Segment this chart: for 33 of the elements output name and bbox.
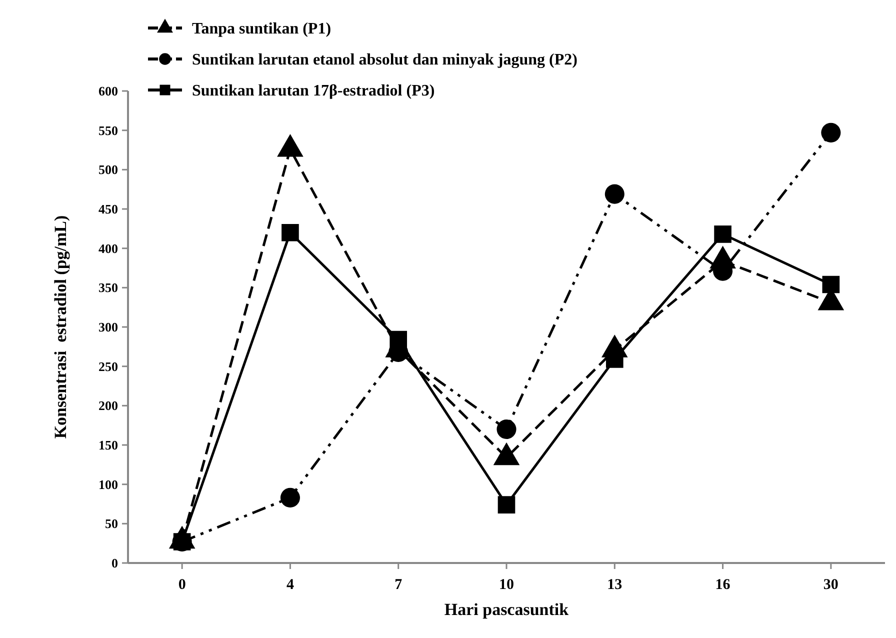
- point: [280, 488, 300, 508]
- y-tick-label: 600: [98, 84, 118, 99]
- point: [496, 420, 516, 440]
- x-tick-label: 10: [499, 577, 514, 593]
- point: [714, 226, 732, 243]
- x-axis-title: Hari pascasuntik: [444, 600, 570, 619]
- x-tick-label: 16: [715, 577, 731, 593]
- legend-label: Suntikan larutan etanol absolut dan minyak jagung (P2): [192, 52, 578, 69]
- y-tick-label: 0: [112, 556, 118, 571]
- point: [498, 496, 516, 514]
- y-tick-label: 100: [98, 476, 118, 492]
- y-tick-label: 250: [98, 358, 118, 374]
- y-tick-label: 500: [98, 162, 118, 178]
- y-tick-label: 450: [98, 202, 118, 217]
- point: [821, 122, 841, 142]
- y-tick-label: 400: [98, 240, 118, 256]
- point: [822, 276, 840, 294]
- y-tick-label: 50: [105, 516, 118, 532]
- point: [604, 184, 624, 204]
- x-tick-label: 30: [823, 577, 838, 593]
- y-tick-label: 550: [98, 122, 118, 138]
- y-axis-title: Konsentrasi estradiol (pg/mL): [51, 215, 70, 439]
- x-tick-label: 4: [286, 577, 294, 593]
- x-tick-label: 13: [607, 577, 622, 593]
- legend-label: Tanpa suntikan (P1): [192, 20, 332, 38]
- legend-label: Suntikan larutan 17β-estradiol (P3): [192, 82, 435, 100]
- x-tick-label: 0: [178, 577, 186, 593]
- y-tick-label: 150: [98, 438, 118, 453]
- point: [282, 224, 299, 242]
- y-tick-label: 200: [98, 398, 118, 414]
- x-tick-label: 7: [394, 577, 403, 593]
- y-tick-label: 300: [98, 320, 118, 335]
- y-tick-label: 350: [98, 280, 118, 296]
